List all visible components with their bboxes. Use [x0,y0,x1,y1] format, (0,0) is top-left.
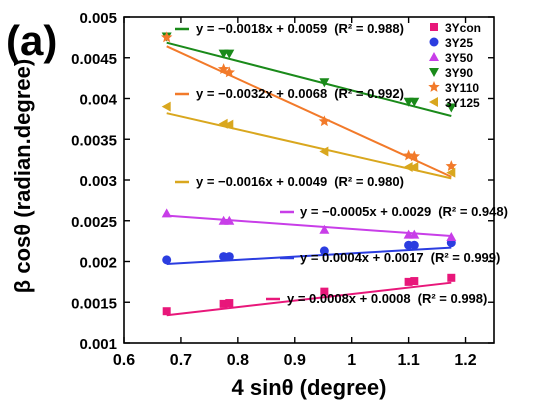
y-axis-label: β cosθ (radian.degree) [10,59,35,293]
legend-label-3Y125: 3Y125 [445,96,480,110]
legend-label-3Y110: 3Y110 [445,81,479,95]
fit-line-3Y110 [166,45,452,178]
equation-label-3Y90: y = −0.0018x + 0.0059 (R² = 0.988) [196,21,404,36]
point-3Y125 [319,146,329,157]
point-3Ycon [410,277,419,286]
point-3Y50 [409,229,420,239]
x-tick-label: 0.6 [113,352,135,369]
y-tick-label: 0.005 [79,10,117,27]
point-3Y110 [445,160,458,171]
panel-label: (a) [6,17,57,64]
point-3Y110 [318,115,331,127]
plot-frame [123,16,495,344]
y-tick-label: 0.0015 [71,295,117,312]
point-3Ycon [320,287,329,296]
point-3Y90 [319,78,330,88]
point-3Y125 [403,161,413,172]
y-tick-label: 0.002 [79,255,117,272]
point-3Y25 [319,246,329,256]
fit-line-3Y125 [166,112,452,180]
equation-label-3Ycon: y = 0.0008x + 0.0008 (R² = 0.998) [287,291,487,306]
x-tick-label: 1.1 [397,352,419,369]
r2-text: (R² = 0.948) [438,204,508,219]
equation-text: y = −0.0005x + 0.0029 [300,204,431,219]
point-3Ycon [447,273,456,282]
legend-marker-3Ycon [430,23,438,31]
point-3Y25 [162,255,172,265]
r2-text: (R² = 0.992) [334,86,404,101]
y-tick-label: 0.003 [79,173,117,190]
point-3Y125 [446,167,456,178]
equation-label-3Y110: y = −0.0032x + 0.0068 (R² = 0.992) [196,86,404,101]
point-3Y110 [160,31,173,43]
equation-label-3Y50: y = −0.0005x + 0.0029 (R² = 0.948) [300,204,508,219]
x-tick-label: 1.2 [454,352,476,369]
equation-text: y = −0.0018x + 0.0059 [196,21,327,36]
equation-label-3Y25: y = 0.0004x + 0.0017 (R² = 0.999) [300,250,500,265]
equation-text: y = −0.0032x + 0.0068 [196,86,327,101]
axis-ticks: 0.6 0.7 0.8 0.9 1 1.1 1.2 0.001 0.0015 0.002 0.002… [71,10,494,369]
point-3Y110 [408,150,421,162]
point-3Y50 [224,215,235,225]
point-3Y50 [319,224,330,234]
fit-line-3Y50 [166,214,452,238]
legend-label-3Y50: 3Y50 [445,51,473,65]
equation-text: y = 0.0004x + 0.0017 [300,250,424,265]
point-3Y90 [409,97,420,107]
y-tick-label: 0.0045 [71,51,117,68]
point-3Ycon [225,299,234,308]
point-3Y110 [402,149,415,161]
point-3Y25 [224,252,234,262]
r2-text: (R² = 0.980) [334,174,404,189]
r2-text: (R² = 0.998) [418,291,488,306]
data-points [160,31,458,316]
legend-marker-3Y110 [428,81,440,92]
legend-label-3Ycon: 3Ycon [445,21,481,35]
point-3Y125 [224,119,234,130]
x-axis-label: 4 sinθ (degree) [232,375,387,400]
point-3Y110 [223,66,236,78]
equation-text: y = −0.0016x + 0.0049 [196,174,327,189]
fit-lines [166,41,452,317]
point-3Y90 [446,103,457,113]
legend-marker-3Y50 [429,52,439,61]
point-3Y125 [218,118,228,129]
point-3Y50 [161,208,172,218]
x-tick-label: 0.7 [170,352,192,369]
fit-line-3Y25 [166,246,452,265]
legend-marker-3Y25 [429,37,439,47]
r2-text: (R² = 0.988) [334,21,404,36]
point-3Ycon [219,299,228,308]
legend-marker-3Y90 [429,68,439,77]
y-tick-label: 0.0035 [71,132,117,149]
y-tick-label: 0.004 [79,92,117,109]
point-3Y125 [409,161,419,172]
point-3Ycon [162,307,171,316]
point-3Y25 [409,240,419,250]
x-tick-label: 0.8 [227,352,249,369]
x-tick-label: 0.9 [284,352,306,369]
fit-equations: y = 0.0008x + 0.0008 (R² = 0.998)y = 0.00… [175,21,508,306]
point-3Ycon [404,277,413,286]
point-3Y125 [161,101,171,112]
fit-line-3Ycon [166,281,452,317]
legend-marker-3Y125 [429,97,438,107]
x-tick-label: 1 [347,352,356,369]
point-3Y50 [446,232,457,242]
point-3Y90 [224,49,235,59]
legend-label-3Y25: 3Y25 [445,36,473,50]
y-tick-label: 0.001 [79,336,117,353]
y-tick-label: 0.0025 [71,214,117,231]
fit-line-3Y90 [166,41,452,117]
legend-label-3Y90: 3Y90 [445,66,473,80]
equation-label-3Y125: y = −0.0016x + 0.0049 (R² = 0.980) [196,174,404,189]
equation-text: y = 0.0008x + 0.0008 [287,291,411,306]
r2-text: (R² = 0.999) [431,250,501,265]
